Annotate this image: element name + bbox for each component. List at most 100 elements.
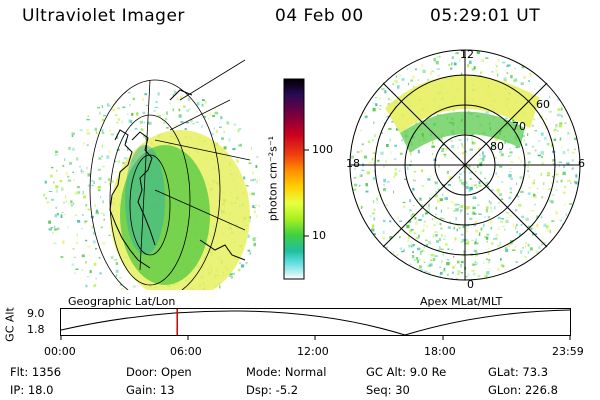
speckle-pixel (203, 115, 206, 118)
speckle-pixel (363, 155, 368, 159)
speckle-pixel (196, 110, 198, 113)
geographic-latitude: GLat: 73.3 (488, 365, 549, 379)
speckle-pixel (249, 193, 252, 196)
speckle-pixel (426, 244, 428, 246)
speckle-pixel (166, 127, 169, 129)
speckle-pixel (398, 74, 401, 77)
speckle-pixel (465, 150, 467, 153)
speckle-pixel (451, 249, 453, 251)
speckle-pixel (76, 157, 79, 161)
gc-altitude-value: GC Alt: 9.0 Re (366, 365, 447, 379)
speckle-pixel (416, 199, 418, 201)
speckle-pixel (378, 97, 381, 100)
speckle-pixel (504, 117, 508, 119)
speckle-pixel (558, 218, 560, 221)
speckle-pixel (448, 176, 452, 180)
speckle-pixel (394, 144, 397, 147)
speckle-pixel (354, 183, 358, 187)
speckle-pixel (412, 179, 416, 182)
speckle-pixel (473, 141, 476, 145)
auroral-oval-yellow (385, 75, 540, 133)
speckle-pixel (436, 240, 440, 243)
speckle-pixel (86, 276, 90, 278)
speckle-pixel (415, 237, 419, 240)
left-panel-caption: Geographic Lat/Lon (68, 295, 176, 308)
speckle-pixel (115, 269, 119, 273)
speckle-pixel (428, 241, 431, 245)
speckle-pixel (457, 270, 460, 273)
speckle-pixel (116, 132, 118, 135)
speckle-pixel (99, 271, 102, 275)
speckle-pixel (85, 204, 88, 207)
speckle-pixel (463, 184, 465, 187)
speckle-pixel (509, 151, 513, 154)
speckle-pixel (464, 167, 467, 170)
speckle-pixel (45, 197, 47, 200)
speckle-pixel (563, 192, 566, 195)
speckle-pixel (392, 83, 395, 85)
speckle-pixel (574, 180, 576, 184)
speckle-pixel (475, 262, 478, 264)
speckle-pixel (527, 133, 529, 136)
speckle-pixel (155, 100, 158, 103)
speckle-pixel (513, 79, 516, 83)
polar-mlt-panel (349, 49, 581, 281)
speckle-pixel (392, 251, 394, 254)
speckle-pixel (444, 155, 446, 158)
speckle-pixel (538, 246, 541, 250)
speckle-pixel (484, 274, 488, 278)
speckle-pixel (359, 130, 362, 132)
speckle-pixel (229, 273, 233, 275)
speckle-pixel (185, 122, 190, 124)
speckle-pixel (401, 139, 403, 142)
speckle-pixel (56, 212, 59, 216)
speckle-pixel (453, 62, 457, 66)
speckle-pixel (438, 238, 441, 241)
speckle-pixel (514, 67, 516, 70)
speckle-pixel (497, 175, 500, 178)
speckle-pixel (366, 171, 370, 175)
speckle-pixel (561, 146, 563, 148)
speckle-pixel (101, 155, 103, 158)
speckle-pixel (109, 182, 111, 186)
timeline-ylabel: GC Alt (3, 307, 17, 342)
speckle-pixel (350, 155, 354, 159)
speckle-pixel (386, 204, 388, 206)
speckle-pixel (87, 246, 91, 248)
speckle-pixel (439, 275, 442, 278)
speckle-pixel (86, 131, 90, 135)
speckle-pixel (411, 245, 413, 248)
speckle-pixel (75, 241, 78, 245)
speckle-pixel (195, 121, 199, 123)
speckle-pixel (434, 230, 438, 233)
speckle-pixel (463, 156, 466, 159)
speckle-pixel (103, 213, 105, 216)
speckle-pixel (485, 111, 489, 114)
speckle-pixel (489, 269, 490, 273)
speckle-pixel (127, 271, 129, 273)
speckle-pixel (87, 184, 91, 187)
speckle-pixel (546, 143, 549, 145)
speckle-pixel (83, 195, 87, 199)
speckle-pixel (498, 193, 503, 196)
speckle-pixel (127, 147, 129, 152)
auroral-oval-green (400, 111, 525, 153)
speckle-pixel (487, 182, 489, 185)
speckle-pixel (520, 82, 524, 85)
speckle-pixel (564, 122, 567, 125)
speckle-pixel (487, 186, 490, 188)
geographic-image-panel (43, 59, 260, 290)
speckle-pixel (374, 96, 378, 98)
speckle-pixel (489, 219, 493, 223)
speckle-pixel (514, 246, 517, 249)
speckle-pixel (437, 188, 441, 192)
speckle-pixel (550, 181, 554, 184)
speckle-pixel (94, 127, 97, 131)
mlat-label-70: 70 (512, 120, 526, 133)
speckle-pixel (509, 167, 512, 169)
speckle-pixel (551, 220, 555, 223)
speckle-pixel (435, 191, 437, 193)
speckle-pixel (473, 166, 475, 169)
speckle-pixel (509, 242, 513, 245)
mlat-label-80: 80 (490, 140, 504, 153)
